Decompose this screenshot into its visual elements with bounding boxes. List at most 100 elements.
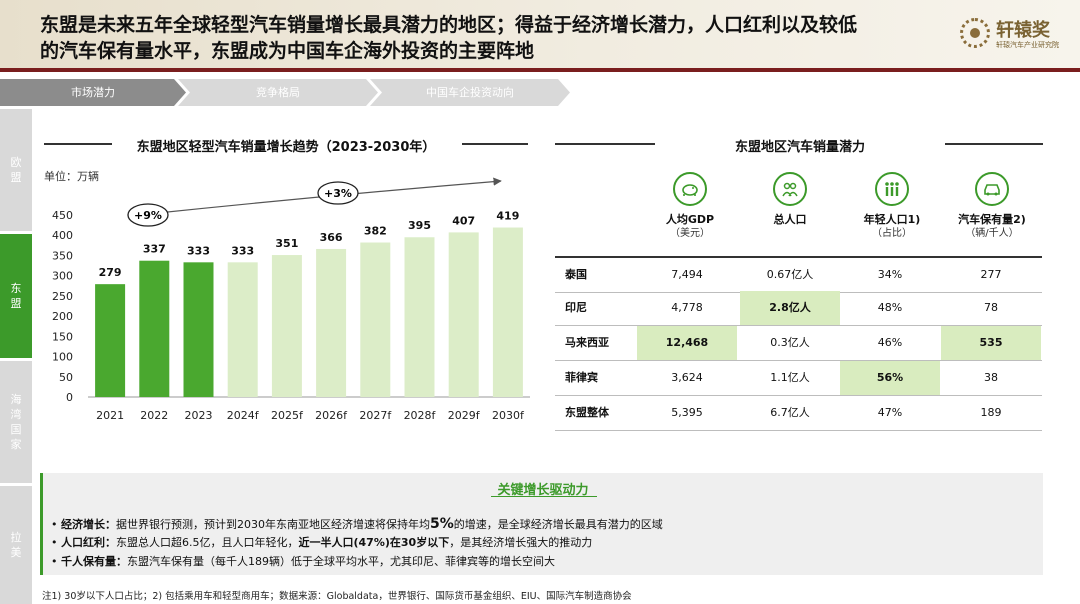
table-cell: 277 <box>980 268 1002 281</box>
column-label: 年轻人口1) <box>863 213 921 226</box>
bar-value-label: 395 <box>408 219 431 232</box>
page-title-line-1: 东盟是未来五年全球轻型汽车销量增长最具潜力的地区；得益于经济增长潜力，人口红利以… <box>40 14 858 36</box>
column-header-vehicles: 汽车保有量2) （辆/千人） <box>942 172 1042 240</box>
bar-2027f <box>360 242 391 397</box>
bar-value-label: 333 <box>187 244 210 257</box>
y-tick-label: 450 <box>52 209 73 222</box>
column-header-gdp: 人均GDP （美元） <box>640 172 740 240</box>
sidebar-item-asean[interactable]: 东盟 <box>0 234 32 358</box>
title-rule-right <box>945 143 1043 145</box>
driver-text: 东盟汽车保有量（每千人189辆）低于全球平均水平，尤其印尼、菲律宾等的增长空间大 <box>127 555 555 568</box>
brand-logo: 轩辕奖 轩辕汽车产业研究院 <box>960 14 1072 54</box>
table-cell: 78 <box>984 301 998 314</box>
table-row: 东盟整体 5,395 6.7亿人 47% 189 <box>555 396 1042 431</box>
table-cell: 0.67亿人 <box>766 268 814 281</box>
y-tick-label: 50 <box>59 371 73 384</box>
table-cell: 3,624 <box>671 371 703 384</box>
header-banner: 东盟是未来五年全球轻型汽车销量增长最具潜力的地区；得益于经济增长潜力，人口红利以… <box>0 0 1080 68</box>
table-cell: 0.3亿人 <box>770 336 810 349</box>
growth-label-1: +9% <box>134 209 162 222</box>
x-tick-label: 2021 <box>96 409 124 422</box>
growth-badge-1 <box>127 203 169 227</box>
driver-text: 东盟总人口超6.5亿，且人口年轻化， <box>116 536 299 549</box>
table-cell: 2.8亿人 <box>740 291 840 325</box>
driver-highlight: 近一半人口(47%)在30岁以下 <box>298 536 450 549</box>
y-tick-label: 400 <box>52 229 73 242</box>
logo-name: 轩辕奖 <box>996 20 1050 41</box>
bar-2030f <box>492 227 523 397</box>
driver-label: 千人保有量： <box>61 555 127 568</box>
people-icon <box>773 172 807 206</box>
x-tick-label: 2028f <box>404 409 437 422</box>
column-label: 汽车保有量2) <box>958 213 1026 226</box>
table-cell: 4,778 <box>671 301 703 314</box>
table-cell: 1.1亿人 <box>770 371 810 384</box>
tab-market-potential[interactable]: 市场潜力 <box>0 79 186 106</box>
sales-bar-chart: 0 50 100 150 200 250 300 350 400 450 279 337 333 333… <box>52 177 530 422</box>
table-cell: 7,494 <box>671 268 703 281</box>
driver-text: 据世界银行预测，预计到2030年东南亚地区经济增速将保持年均 <box>116 518 430 531</box>
row-country: 泰国 <box>565 268 587 281</box>
title-rule-right <box>462 143 528 145</box>
drivers-title-underline <box>491 496 597 497</box>
table-cell: 189 <box>980 406 1002 419</box>
sidebar-item-latam[interactable]: 拉美 <box>0 486 32 604</box>
y-tick-label: 0 <box>66 391 73 404</box>
title-rule-left <box>555 143 655 145</box>
column-sublabel: （美元） <box>670 228 710 239</box>
column-sublabel: （辆/千人） <box>965 228 1019 239</box>
sidebar-item-eu[interactable]: 欧盟 <box>0 109 32 231</box>
x-tick-label: 2026f <box>315 409 348 422</box>
bar-value-label: 351 <box>275 237 298 250</box>
column-label: 人均GDP <box>665 213 715 226</box>
young-people-icon <box>875 172 909 206</box>
x-tick-label: 2030f <box>492 409 525 422</box>
growth-label-2: +3% <box>324 187 352 200</box>
x-tick-label: 2025f <box>271 409 304 422</box>
bar-value-label: 407 <box>452 214 475 227</box>
x-tick-label: 2023 <box>185 409 213 422</box>
table-cell: 535 <box>941 326 1041 360</box>
footnote: 注1) 30岁以下人口占比；2) 包括乘用车和轻型商用车；数据来源：Global… <box>42 591 632 602</box>
car-icon <box>975 172 1009 206</box>
column-header-population: 总人口 <box>740 172 840 227</box>
row-country: 东盟整体 <box>565 406 609 419</box>
title-rule-left <box>44 143 112 145</box>
table-cell: 56% <box>840 361 940 395</box>
table-cell: 47% <box>877 406 903 419</box>
x-tick-label: 2027f <box>359 409 392 422</box>
driver-label: 经济增长： <box>61 518 116 531</box>
driver-highlight: 5% <box>430 516 454 532</box>
bar-2026f <box>316 248 347 397</box>
table-cell: 48% <box>877 301 903 314</box>
bar-value-label: 279 <box>99 266 122 279</box>
piggy-bank-icon <box>673 172 707 206</box>
table-row: 泰国 7,494 0.67亿人 34% 277 <box>555 256 1042 293</box>
driver-item-population: • 人口红利：东盟总人口超6.5亿，且人口年轻化，近一半人口(47%)在30岁以… <box>51 536 593 549</box>
bar-value-label: 382 <box>364 225 387 238</box>
bar-2028f <box>404 237 435 397</box>
bar-2024f <box>227 262 258 397</box>
tab-investment[interactable]: 中国车企投资动向 <box>370 79 570 106</box>
table-cell: 12,468 <box>637 326 737 360</box>
growth-drivers-box: 关键增长驱动力 • 经济增长：据世界银行预测，预计到2030年东南亚地区经济增速… <box>40 473 1043 575</box>
sidebar-item-gulf[interactable]: 海湾国家 <box>0 361 32 483</box>
chart-title: 东盟地区轻型汽车销量增长趋势（2023-2030年） <box>136 140 436 155</box>
sidebar-item-label: 拉美 <box>10 531 22 559</box>
bar-2022 <box>139 260 170 397</box>
sidebar-item-label: 东盟 <box>10 282 22 310</box>
table-cell: 5,395 <box>671 406 703 419</box>
y-tick-label: 200 <box>52 310 73 323</box>
sidebar-item-label: 海湾国家 <box>10 393 22 451</box>
row-country: 印尼 <box>565 301 587 314</box>
bar-2021 <box>95 284 126 397</box>
growth-badge-2 <box>317 181 359 205</box>
bar-2025f <box>271 255 302 397</box>
table-title: 东盟地区汽车销量潜力 <box>734 140 865 155</box>
column-label: 总人口 <box>773 213 807 226</box>
page-title: 东盟是未来五年全球轻型汽车销量增长最具潜力的地区；得益于经济增长潜力，人口红利以… <box>40 12 940 64</box>
tab-competition[interactable]: 竞争格局 <box>178 79 378 106</box>
bar-value-label: 333 <box>231 244 254 257</box>
y-tick-label: 350 <box>52 249 73 262</box>
y-tick-label: 150 <box>52 330 73 343</box>
